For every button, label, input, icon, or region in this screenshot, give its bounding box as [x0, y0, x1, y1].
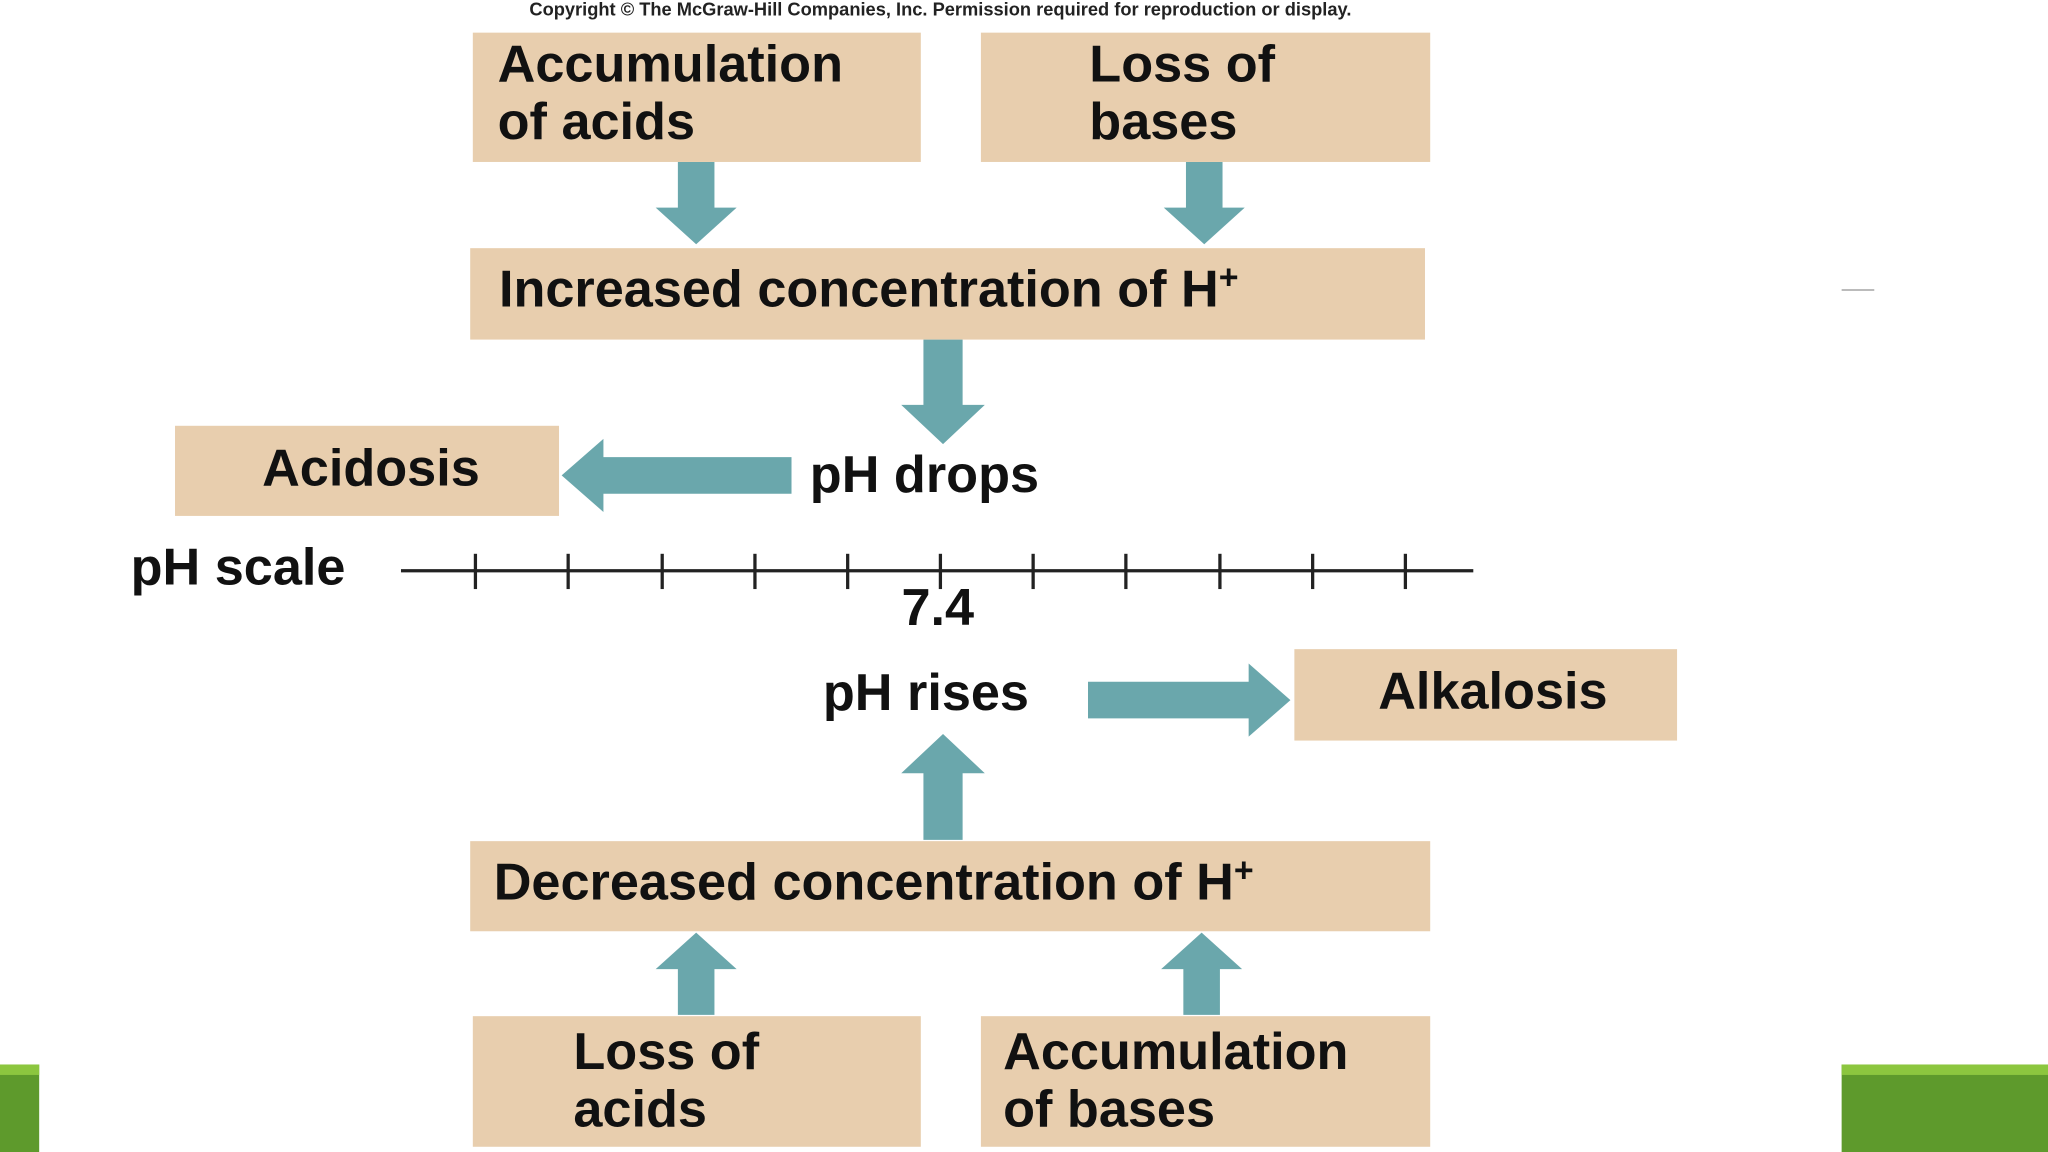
node-label: Increased concentration of H+	[499, 258, 1239, 318]
arrow	[655, 932, 737, 1015]
node-label: Acidosis	[262, 439, 480, 497]
node-line: acids	[573, 1081, 707, 1139]
box	[980, 32, 1431, 162]
node-line: Loss of	[1089, 36, 1275, 94]
node-line: Accumulation	[498, 36, 843, 94]
arrow	[901, 734, 985, 840]
box	[175, 425, 560, 516]
node-line: Loss of	[573, 1023, 759, 1081]
superscript: +	[1234, 851, 1254, 889]
box	[470, 248, 1425, 340]
scale-label: pH scale	[131, 539, 346, 597]
arrow	[1088, 663, 1291, 737]
arrow	[901, 339, 985, 445]
box	[472, 32, 921, 162]
node-label: Alkalosis	[1378, 663, 1607, 721]
node-line: Accumulation	[1003, 1023, 1348, 1081]
arrow	[1163, 161, 1245, 245]
box	[1294, 649, 1678, 741]
arrow	[1161, 932, 1243, 1015]
node-label: pH drops	[810, 446, 1039, 504]
scale-mark-label: 7.4	[901, 579, 974, 637]
arrows	[561, 161, 1291, 1015]
node-line: of bases	[1003, 1081, 1215, 1139]
green-bar	[1841, 1064, 2048, 1152]
green-bar-top	[1841, 1064, 2048, 1075]
arrow	[655, 161, 737, 245]
superscript: +	[1219, 258, 1239, 296]
box	[980, 1016, 1431, 1147]
label: Increased concentration of H	[499, 260, 1219, 318]
node-line: of acids	[498, 93, 695, 151]
node-label: pH rises	[823, 664, 1029, 722]
arrow	[561, 438, 792, 512]
green-bar-top	[0, 1064, 40, 1075]
box	[472, 1016, 921, 1147]
green-bar	[0, 1064, 40, 1152]
node-label: Decreased concentration of H+	[494, 851, 1254, 911]
box	[470, 841, 1431, 932]
label: Decreased concentration of H	[494, 853, 1234, 911]
scale-ticks	[473, 553, 1408, 590]
node-line: bases	[1089, 93, 1237, 151]
copyright: Copyright © The McGraw-Hill Companies, I…	[529, 0, 1351, 19]
